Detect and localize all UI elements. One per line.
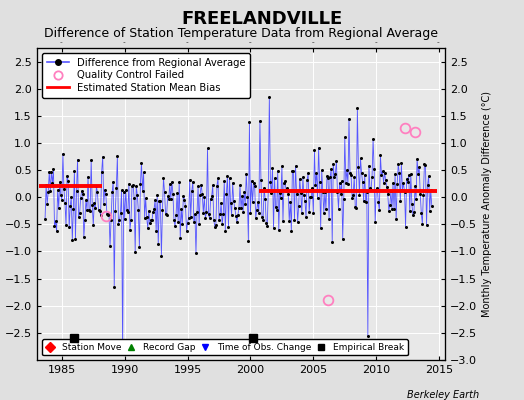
Title: Difference of Station Temperature Data from Regional Average: Difference of Station Temperature Data f… (44, 26, 438, 40)
Y-axis label: Monthly Temperature Anomaly Difference (°C): Monthly Temperature Anomaly Difference (… (482, 91, 492, 317)
Text: Berkeley Earth: Berkeley Earth (407, 390, 479, 400)
Text: FREELANDVILLE: FREELANDVILLE (181, 10, 343, 28)
Legend: Station Move, Record Gap, Time of Obs. Change, Empirical Break: Station Move, Record Gap, Time of Obs. C… (42, 339, 408, 356)
